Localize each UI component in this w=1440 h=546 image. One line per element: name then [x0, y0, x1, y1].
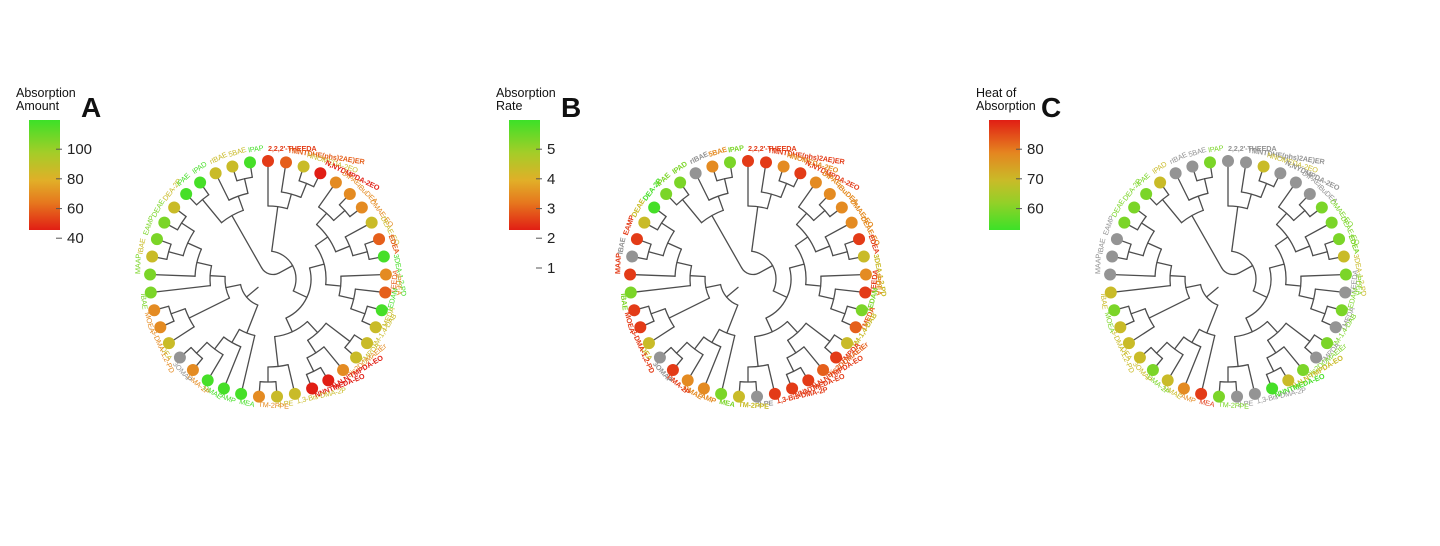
svg-text:5: 5 [547, 141, 555, 158]
svg-text:MAAP: MAAP [1093, 253, 1103, 274]
svg-text:Absorption: Absorption [976, 99, 1036, 113]
svg-text:A: A [81, 92, 101, 123]
svg-text:Absorption: Absorption [496, 86, 556, 100]
svg-text:Rate: Rate [496, 99, 522, 113]
svg-text:C: C [1041, 92, 1061, 123]
svg-text:3: 3 [547, 201, 555, 218]
svg-text:MAAP: MAAP [613, 253, 623, 274]
svg-text:80: 80 [1027, 141, 1044, 158]
svg-text:40: 40 [67, 230, 84, 247]
svg-text:80: 80 [67, 171, 84, 188]
svg-text:Amount: Amount [16, 99, 60, 113]
svg-text:1: 1 [547, 260, 555, 277]
svg-text:IBAE: IBAE [1099, 293, 1110, 310]
svg-text:MAAP: MAAP [133, 253, 143, 274]
svg-text:Heat of: Heat of [976, 86, 1017, 100]
svg-text:60: 60 [1027, 201, 1044, 218]
svg-text:B: B [561, 92, 581, 123]
svg-text:4: 4 [547, 171, 555, 188]
svg-text:IBAE: IBAE [139, 293, 150, 310]
svg-text:100: 100 [67, 141, 92, 158]
svg-text:Absorption: Absorption [16, 86, 76, 100]
svg-text:70: 70 [1027, 171, 1044, 188]
svg-text:2: 2 [547, 230, 555, 247]
svg-text:60: 60 [67, 201, 84, 218]
